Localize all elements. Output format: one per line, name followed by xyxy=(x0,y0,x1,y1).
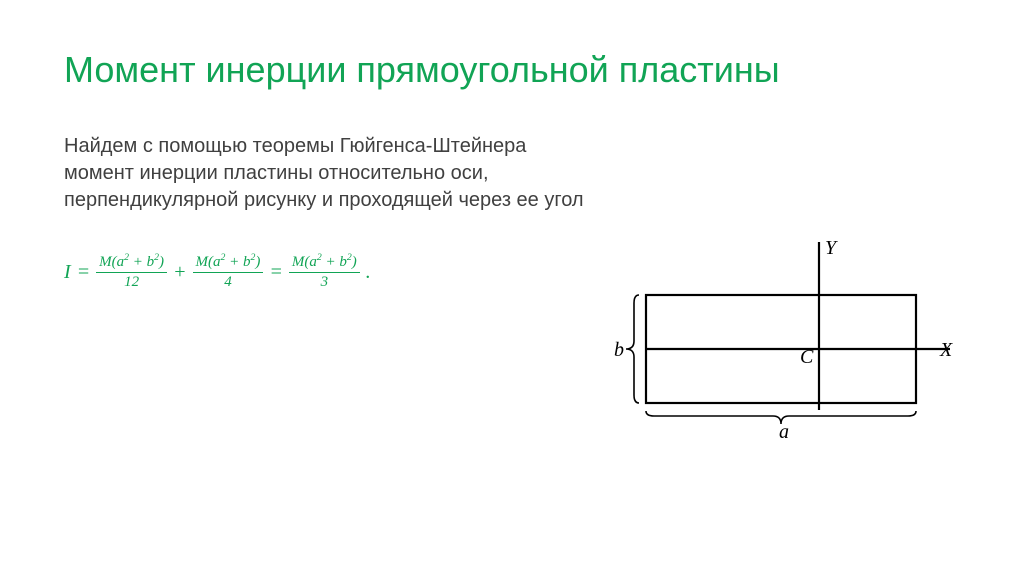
equation-term1: M(a2 + b2) 12 xyxy=(96,254,167,290)
equals-sign: = xyxy=(77,261,91,284)
term2-den: 4 xyxy=(221,273,235,291)
svg-text:X: X xyxy=(939,339,953,361)
diagram: Y X Ca b xyxy=(604,230,974,460)
body-paragraph: Найдем с помощью теоремы Гюйгенса-Штейне… xyxy=(64,133,584,214)
equation-term3: M(a2 + b2) 3 xyxy=(289,254,360,290)
equation-term2: M(a2 + b2) 4 xyxy=(193,254,264,290)
term3-num: M(a2 + b2) xyxy=(289,254,360,273)
term1-den: 12 xyxy=(121,273,142,291)
slide: Момент инерции прямоугольной пластины На… xyxy=(0,0,1024,574)
equation-lhs: I xyxy=(64,261,71,284)
plus-sign: + xyxy=(173,261,187,284)
slide-title: Момент инерции прямоугольной пластины xyxy=(64,48,960,91)
equals-sign-2: = xyxy=(269,261,283,284)
term1-num: M(a2 + b2) xyxy=(96,254,167,273)
term3-den: 3 xyxy=(318,273,332,291)
svg-text:a: a xyxy=(779,421,789,443)
svg-text:Y: Y xyxy=(825,237,838,259)
svg-text:C: C xyxy=(800,346,814,368)
equation-period: . xyxy=(366,261,371,284)
svg-text:b: b xyxy=(614,339,624,361)
diagram-svg: Y X Ca b xyxy=(604,230,974,460)
term2-num: M(a2 + b2) xyxy=(193,254,264,273)
